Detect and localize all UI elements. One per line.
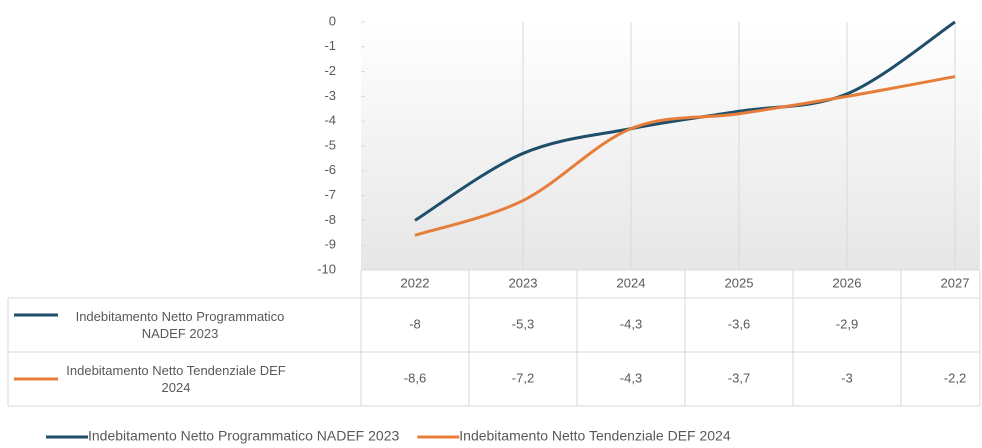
y-tick-label: -1 (324, 38, 336, 53)
y-tick-label: -8 (324, 212, 336, 227)
table-value: -2,2 (944, 370, 966, 385)
series-line (414, 20, 956, 222)
x-tick-label: 2027 (941, 275, 970, 290)
table-value: -3,7 (728, 370, 750, 385)
y-tick-label: -10 (317, 261, 336, 276)
table-value: -3,6 (728, 316, 750, 331)
table-value: -3 (841, 370, 853, 385)
legend-label: Indebitamento Netto Tendenziale DEF 2024 (459, 428, 731, 444)
table-value: -7,2 (512, 370, 534, 385)
series-line (414, 75, 956, 237)
y-tick-label: 0 (329, 13, 336, 28)
x-tick-label: 2022 (401, 275, 430, 290)
table-value: -4,3 (620, 370, 642, 385)
y-tick-label: -9 (324, 237, 336, 252)
table-value: -5,3 (512, 316, 534, 331)
x-tick-label: 2023 (509, 275, 538, 290)
legend-label: Indebitamento Netto Programmatico NADEF … (88, 428, 399, 444)
y-tick-label: -2 (324, 63, 336, 78)
table-value: -2,9 (836, 316, 858, 331)
y-tick-label: -5 (324, 137, 336, 152)
x-tick-label: 2024 (617, 275, 646, 290)
row-header: Indebitamento Netto Programmatico NADEF … (75, 309, 285, 341)
plot-area (361, 22, 980, 270)
y-tick-label: -3 (324, 88, 336, 103)
y-tick-label: -7 (324, 187, 336, 202)
x-tick-label: 2025 (725, 275, 754, 290)
table-value: -8,6 (404, 370, 426, 385)
y-tick-label: -4 (324, 113, 336, 128)
table-value: -4,3 (620, 316, 642, 331)
x-tick-label: 2026 (833, 275, 862, 290)
y-tick-label: -6 (324, 162, 336, 177)
row-header: Indebitamento Netto Tendenziale DEF 2024 (66, 363, 286, 395)
table-value: -8 (409, 316, 421, 331)
